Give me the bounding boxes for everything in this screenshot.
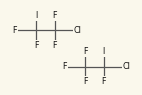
Text: F: F — [83, 77, 87, 86]
Text: I: I — [35, 11, 37, 20]
Text: Cl: Cl — [74, 26, 82, 35]
Text: F: F — [52, 11, 57, 20]
Text: F: F — [12, 26, 16, 35]
Text: F: F — [101, 77, 106, 86]
Text: F: F — [34, 41, 38, 50]
Text: F: F — [62, 62, 67, 71]
Text: I: I — [103, 47, 105, 56]
Text: Cl: Cl — [123, 62, 131, 71]
Text: F: F — [52, 41, 57, 50]
Text: F: F — [83, 47, 87, 56]
